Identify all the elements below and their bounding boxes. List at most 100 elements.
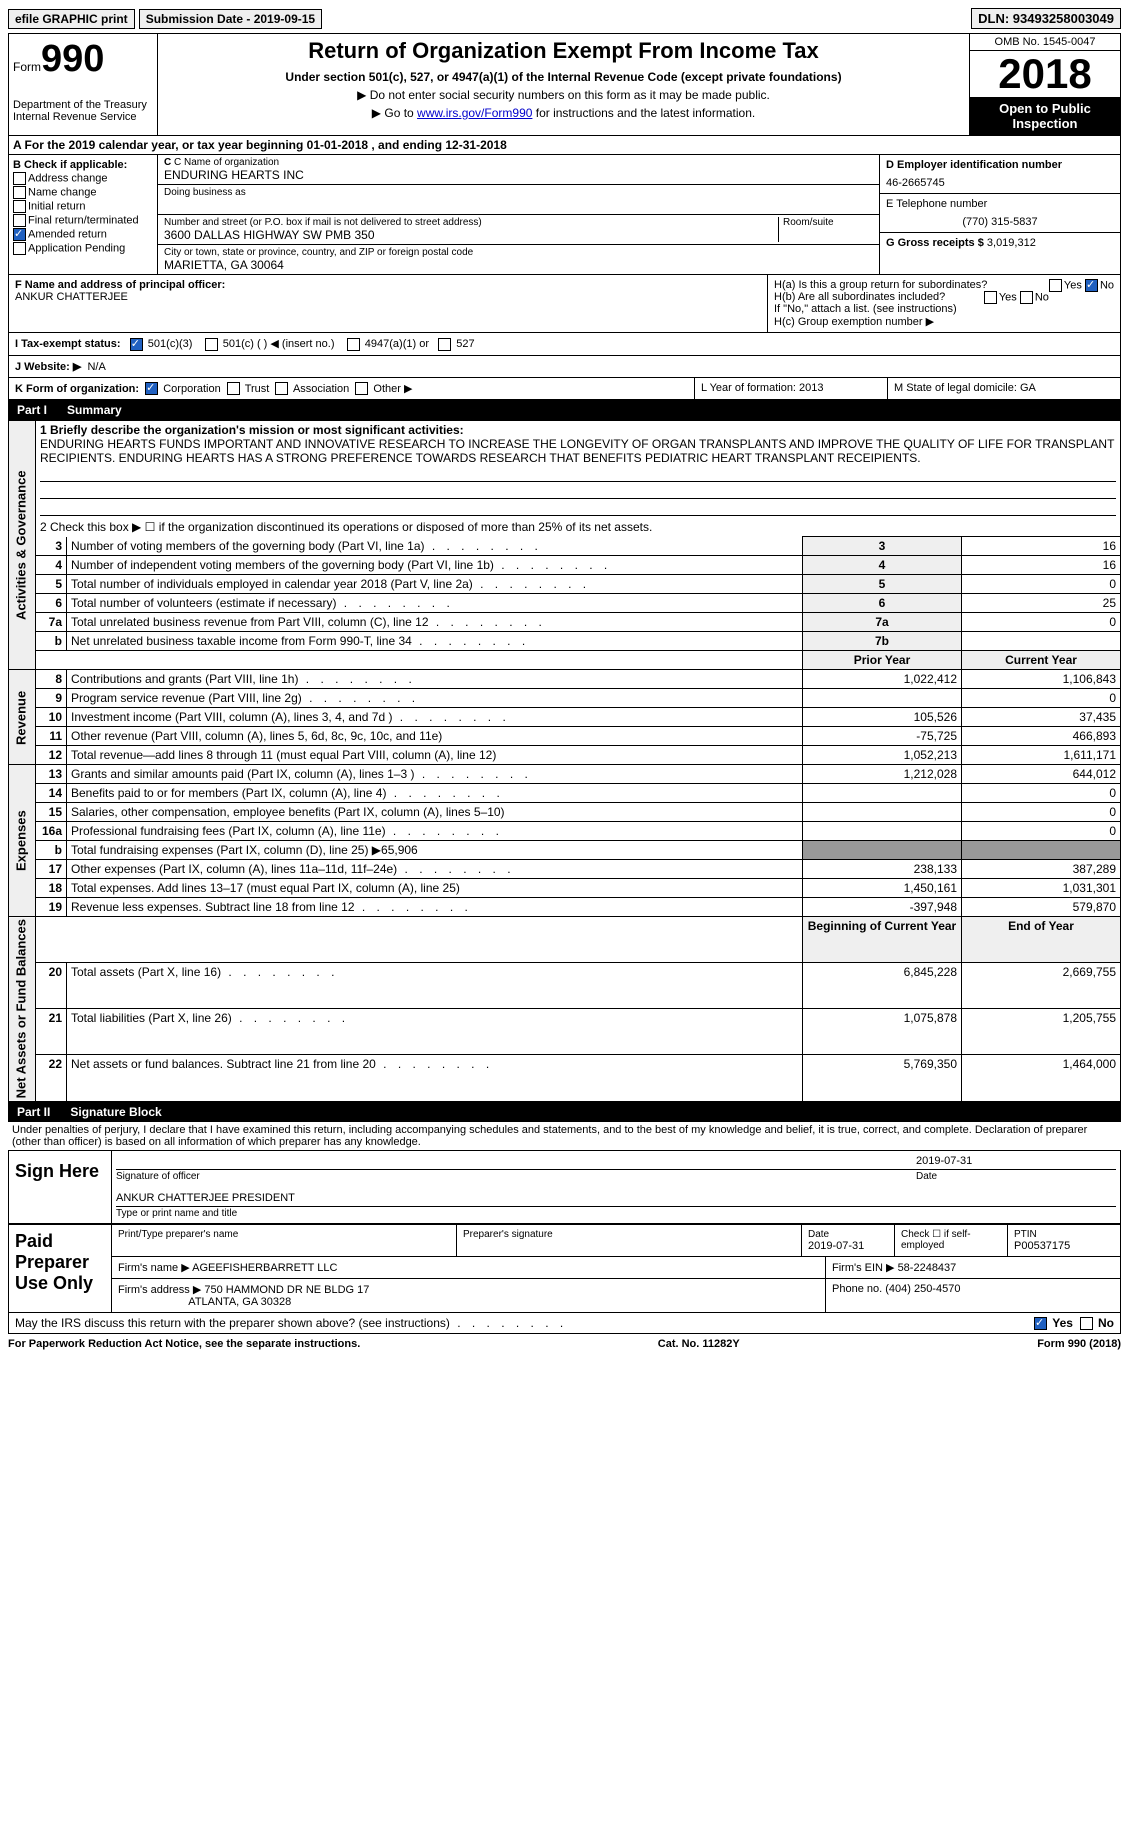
discuss-no[interactable]: No	[1098, 1316, 1114, 1330]
ln18-cur: 1,031,301	[962, 879, 1121, 898]
col-b: B Check if applicable: Address change Na…	[9, 155, 158, 274]
opt-527[interactable]: 527	[456, 338, 474, 350]
ln7b-n: b	[36, 632, 67, 651]
part1-header: Part I Summary	[8, 400, 1121, 420]
org-name-row: C C Name of organization ENDURING HEARTS…	[158, 155, 879, 185]
ln7a-val: 0	[962, 613, 1121, 632]
na-cur-head: End of Year	[962, 917, 1121, 963]
ln16b-n: b	[36, 841, 67, 860]
k-other[interactable]: Other ▶	[373, 383, 412, 395]
form-subtitle: Under section 501(c), 527, or 4947(a)(1)…	[166, 70, 961, 84]
goto-post: for instructions and the latest informat…	[532, 106, 755, 120]
k-assoc[interactable]: Association	[293, 383, 349, 395]
dba-label: Doing business as	[164, 187, 873, 198]
website-row: J Website: ▶ N/A	[8, 356, 1121, 378]
ln7a-box: 7a	[803, 613, 962, 632]
ha-yes: Yes	[1064, 279, 1082, 291]
tax-year: 2018	[970, 51, 1120, 97]
chk-app-pending[interactable]: Application Pending	[28, 242, 125, 254]
ln8-prior: 1,022,412	[803, 670, 962, 689]
city-state-zip: MARIETTA, GA 30064	[164, 258, 873, 272]
firm-phone: (404) 250-4570	[885, 1283, 960, 1295]
part2-header: Part II Signature Block	[8, 1102, 1121, 1122]
prep-date: 2019-07-31	[808, 1240, 888, 1252]
f-label: F Name and address of principal officer:	[15, 279, 225, 291]
ln7b-val	[962, 632, 1121, 651]
officer-name-title: ANKUR CHATTERJEE PRESIDENT	[116, 1192, 1116, 1204]
discuss-yes[interactable]: Yes	[1052, 1316, 1073, 1330]
ln22-n: 22	[36, 1055, 67, 1101]
ln3-val: 16	[962, 537, 1121, 556]
ln5-desc: Total number of individuals employed in …	[67, 575, 803, 594]
cat-no: Cat. No. 11282Y	[658, 1338, 740, 1350]
submission-date: Submission Date - 2019-09-15	[139, 9, 322, 29]
opt-501c[interactable]: 501(c) ( ) ◀ (insert no.)	[223, 338, 335, 350]
officer-name: ANKUR CHATTERJEE	[15, 291, 761, 303]
k-trust[interactable]: Trust	[245, 383, 270, 395]
form-title: Return of Organization Exempt From Incom…	[166, 38, 961, 64]
form990-link[interactable]: www.irs.gov/Form990	[417, 106, 532, 120]
ln8-cur: 1,106,843	[962, 670, 1121, 689]
ln20-prior: 6,845,228	[803, 963, 962, 1009]
k-corp[interactable]: Corporation	[163, 383, 220, 395]
chk-initial-return[interactable]: Initial return	[28, 200, 85, 212]
ln14-desc: Benefits paid to or for members (Part IX…	[67, 784, 803, 803]
ln10-prior: 105,526	[803, 708, 962, 727]
c-name-label: C Name of organization	[174, 157, 279, 168]
ln16a-cur: 0	[962, 822, 1121, 841]
ln4-val: 16	[962, 556, 1121, 575]
ln22-cur: 1,464,000	[962, 1055, 1121, 1101]
chk-final-return[interactable]: Final return/terminated	[28, 214, 139, 226]
ptin-label: PTIN	[1014, 1229, 1114, 1240]
sig-date-label: Date	[916, 1171, 1116, 1182]
goto-line: ▶ Go to www.irs.gov/Form990 for instruct…	[166, 106, 961, 120]
ln13-cur: 644,012	[962, 765, 1121, 784]
ln16b-desc: Total fundraising expenses (Part IX, col…	[67, 841, 803, 860]
hc-label: H(c) Group exemption number ▶	[774, 315, 1114, 328]
form-ref: Form 990 (2018)	[1037, 1338, 1121, 1350]
phone-box: E Telephone number (770) 315-5837	[880, 194, 1120, 233]
room-label: Room/suite	[783, 217, 873, 228]
sig-officer-label: Signature of officer	[116, 1171, 916, 1182]
state-domicile: M State of legal domicile: GA	[888, 378, 1120, 400]
b-label: B Check if applicable:	[13, 159, 127, 171]
ln11-cur: 466,893	[962, 727, 1121, 746]
prior-year-head: Prior Year	[803, 651, 962, 670]
ln12-desc: Total revenue—add lines 8 through 11 (mu…	[67, 746, 803, 765]
current-year-head: Current Year	[962, 651, 1121, 670]
ln3-desc: Number of voting members of the governin…	[67, 537, 803, 556]
opt-4947[interactable]: 4947(a)(1) or	[365, 338, 429, 350]
hb-note: If "No," attach a list. (see instruction…	[774, 303, 1114, 315]
page-footer: For Paperwork Reduction Act Notice, see …	[8, 1338, 1121, 1350]
form-num: 990	[41, 38, 104, 81]
ln16b-prior	[803, 841, 962, 860]
j-label: J Website: ▶	[15, 361, 81, 373]
ln6-val: 25	[962, 594, 1121, 613]
omb-number: OMB No. 1545-0047	[970, 34, 1120, 51]
opt-501c3[interactable]: 501(c)(3)	[148, 338, 193, 350]
ln5-val: 0	[962, 575, 1121, 594]
e-label: E Telephone number	[886, 198, 1114, 210]
ha-row: H(a) Is this a group return for subordin…	[774, 279, 1114, 291]
ln18-desc: Total expenses. Add lines 13–17 (must eq…	[67, 879, 803, 898]
form-number: Form 990	[13, 38, 153, 81]
dba-row: Doing business as	[158, 185, 879, 215]
firm-ein-label: Firm's EIN ▶	[832, 1262, 895, 1274]
ln9-prior	[803, 689, 962, 708]
chk-address-change[interactable]: Address change	[28, 172, 108, 184]
prep-sig-label: Preparer's signature	[463, 1229, 795, 1240]
org-name: ENDURING HEARTS INC	[164, 168, 873, 182]
ln18-prior: 1,450,161	[803, 879, 962, 898]
form-org-row: K Form of organization: Corporation Trus…	[8, 378, 1121, 401]
firm-ein: 58-2248437	[898, 1262, 957, 1274]
ln11-n: 11	[36, 727, 67, 746]
ln12-n: 12	[36, 746, 67, 765]
ln17-desc: Other expenses (Part IX, column (A), lin…	[67, 860, 803, 879]
ln19-n: 19	[36, 898, 67, 917]
tax-exempt-row: I Tax-exempt status: 501(c)(3) 501(c) ( …	[8, 333, 1121, 356]
chk-name-change[interactable]: Name change	[28, 186, 97, 198]
firm-phone-label: Phone no.	[832, 1283, 882, 1295]
phone-value: (770) 315-5837	[886, 216, 1114, 228]
efile-btn[interactable]: efile GRAPHIC print	[8, 9, 135, 29]
chk-amended[interactable]: Amended return	[28, 228, 107, 240]
